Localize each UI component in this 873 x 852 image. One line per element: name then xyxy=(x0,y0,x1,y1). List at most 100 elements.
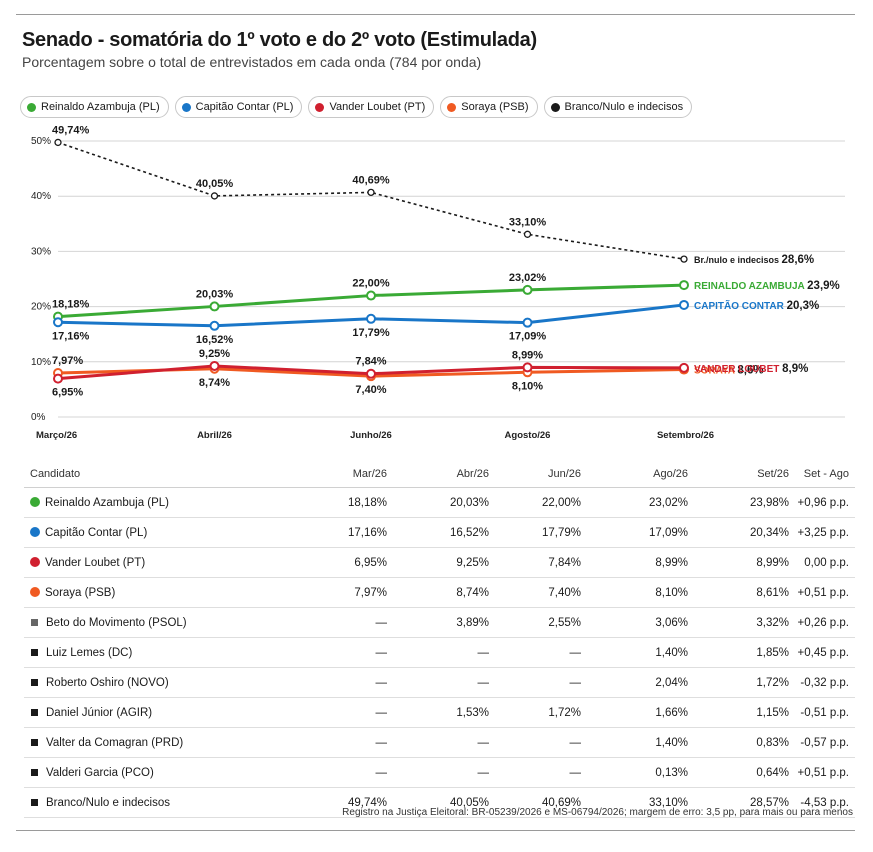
candidate-name: Roberto Oshiro (NOVO) xyxy=(46,677,169,689)
top-rule xyxy=(16,14,855,15)
cell-value: 1,15% xyxy=(694,698,795,728)
series-end-value: 8,9% xyxy=(782,363,808,375)
cell-value: 8,61% xyxy=(694,578,795,608)
page-title: Senado - somatória do 1º voto e do 2º vo… xyxy=(22,29,537,52)
cell-candidate: Roberto Oshiro (NOVO) xyxy=(24,668,301,698)
cell-value: +0,45 p.p. xyxy=(795,638,855,668)
cell-candidate: Daniel Júnior (AGIR) xyxy=(24,698,301,728)
data-label: 17,79% xyxy=(352,327,390,339)
data-point xyxy=(367,292,375,300)
candidate-name: Daniel Júnior (AGIR) xyxy=(46,707,152,719)
data-point xyxy=(525,231,531,237)
cell-value: 8,74% xyxy=(393,578,495,608)
results-table: Candidato Mar/26 Abr/26 Jun/26 Ago/26 Se… xyxy=(24,461,855,818)
line-chart: 0% 10% 20% 30% 40% 50% Março/26 Abril/26 Junho/2… xyxy=(0,125,873,450)
legend-label: Reinaldo Azambuja (PL) xyxy=(41,101,160,113)
cell-value: — xyxy=(495,728,587,758)
cell-value: — xyxy=(495,758,587,788)
table-row: Valderi Garcia (PCO) — — —0,13% 0,64% +0,51 p… xyxy=(24,758,855,788)
table-row: Reinaldo Azambuja (PL) 18,18% 20,03% 22,00%… xyxy=(24,488,855,518)
data-point xyxy=(680,364,688,372)
series-end-label: REINALDO AZAMBUJA 23,9% xyxy=(694,280,840,292)
cell-value: — xyxy=(495,668,587,698)
cell-candidate: Valderi Garcia (PCO) xyxy=(24,758,301,788)
candidate-name: Branco/Nulo e indecisos xyxy=(46,797,170,809)
series-name: Br./nulo e indecisos xyxy=(694,255,782,265)
cell-value: 0,00 p.p. xyxy=(795,548,855,578)
data-label: 7,40% xyxy=(355,384,386,396)
legend-label: Vander Loubet (PT) xyxy=(329,101,425,113)
cell-candidate: Reinaldo Azambuja (PL) xyxy=(24,488,301,518)
legend-dot-icon xyxy=(551,103,560,112)
legend-label: Branco/Nulo e indecisos xyxy=(565,101,684,113)
x-tick-label: Abril/26 xyxy=(197,430,232,441)
cell-value: 0,64% xyxy=(694,758,795,788)
cell-candidate: Branco/Nulo e indecisos xyxy=(24,788,301,818)
cell-value: 1,53% xyxy=(393,698,495,728)
page-subtitle: Porcentagem sobre o total de entrevistad… xyxy=(22,54,481,70)
data-label: 6,95% xyxy=(52,387,83,399)
cell-value: -0,51 p.p. xyxy=(795,698,855,728)
data-label: 17,16% xyxy=(52,330,90,342)
series-line xyxy=(58,285,684,317)
series-name: REINALDO AZAMBUJA xyxy=(694,281,807,292)
series-line xyxy=(58,142,684,259)
cell-value: 3,06% xyxy=(587,608,694,638)
data-point xyxy=(524,286,532,294)
series-end-label: VANDER LOUBET 8,9% xyxy=(694,363,808,375)
candidate-name: Soraya (PSB) xyxy=(45,587,115,599)
cell-value: 23,98% xyxy=(694,488,795,518)
table-row: Vander Loubet (PT) 6,95% 9,25% 7,84% 8,99% 8,… xyxy=(24,548,855,578)
data-label: 49,74% xyxy=(52,125,90,136)
series-end-value: 23,9% xyxy=(807,280,840,292)
candidate-square-icon xyxy=(31,709,38,716)
legend-item-1: Capitão Contar (PL) xyxy=(175,96,303,118)
data-point xyxy=(55,139,61,145)
data-point xyxy=(211,362,219,370)
legend-dot-icon xyxy=(182,103,191,112)
data-label: 9,25% xyxy=(199,348,230,360)
data-point xyxy=(680,301,688,309)
cell-value: — xyxy=(301,698,393,728)
col-header-candidato: Candidato xyxy=(24,461,301,488)
table-row: Valter da Comagran (PRD) — — —1,40% 0,83% -0,… xyxy=(24,728,855,758)
legend-label: Capitão Contar (PL) xyxy=(196,101,294,113)
y-tick-label: 40% xyxy=(31,191,51,202)
cell-value: +0,51 p.p. xyxy=(795,758,855,788)
cell-value: — xyxy=(393,758,495,788)
x-tick-label: Março/26 xyxy=(36,430,77,441)
cell-value: +3,25 p.p. xyxy=(795,518,855,548)
table-body: Reinaldo Azambuja (PL) 18,18% 20,03% 22,00%… xyxy=(24,488,855,818)
data-label: 22,00% xyxy=(352,278,390,290)
candidate-name: Luiz Lemes (DC) xyxy=(46,647,132,659)
data-label: 7,97% xyxy=(52,355,83,367)
cell-value: 20,34% xyxy=(694,518,795,548)
cell-value: 3,89% xyxy=(393,608,495,638)
cell-value: 0,13% xyxy=(587,758,694,788)
cell-value: 23,02% xyxy=(587,488,694,518)
cell-value: 2,55% xyxy=(495,608,587,638)
candidate-name: Capitão Contar (PL) xyxy=(45,527,147,539)
candidate-dot-icon xyxy=(30,587,40,597)
cell-value: 1,72% xyxy=(694,668,795,698)
cell-value: — xyxy=(301,758,393,788)
candidate-square-icon xyxy=(31,769,38,776)
candidate-square-icon xyxy=(31,619,38,626)
data-label: 20,03% xyxy=(196,288,234,300)
y-tick-label: 30% xyxy=(31,246,51,257)
table-row: Beto do Movimento (PSOL) —3,89% 2,55% 3,06%… xyxy=(24,608,855,638)
data-label: 7,84% xyxy=(355,356,386,368)
data-label: 8,10% xyxy=(512,380,543,392)
cell-value: -0,32 p.p. xyxy=(795,668,855,698)
cell-value: -0,57 p.p. xyxy=(795,728,855,758)
footer-note: Registro na Justiça Eleitoral: BR-05239/… xyxy=(342,807,853,818)
col-header-set-ago: Set - Ago xyxy=(795,461,855,488)
y-tick-label: 20% xyxy=(31,302,51,313)
cell-value: 17,16% xyxy=(301,518,393,548)
cell-value: +0,96 p.p. xyxy=(795,488,855,518)
cell-value: 0,83% xyxy=(694,728,795,758)
candidate-name: Reinaldo Azambuja (PL) xyxy=(45,497,169,509)
data-label: 16,52% xyxy=(196,334,234,346)
candidate-name: Valderi Garcia (PCO) xyxy=(46,767,154,779)
table-row: Daniel Júnior (AGIR) —1,53% 1,72% 1,66% 1,15… xyxy=(24,698,855,728)
